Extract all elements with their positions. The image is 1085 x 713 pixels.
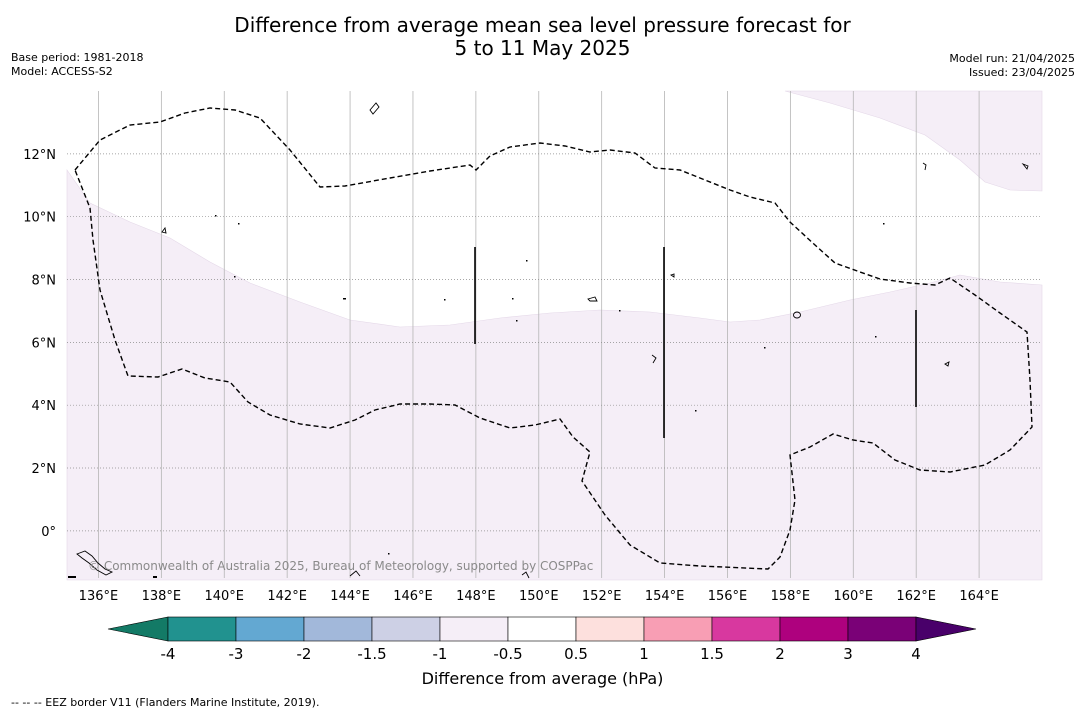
longitude-label: 150°E (519, 589, 559, 604)
latitude-label: 6°N (32, 336, 57, 351)
base-period-model-info: Base period: 1981-2018 Model: ACCESS-S2 (11, 51, 144, 78)
longitude-label: 144°E (330, 589, 370, 604)
islets (68, 215, 885, 578)
colorbar-segment (303, 616, 373, 642)
colorbar-tick-label: -1 (432, 645, 448, 663)
copyright-notice: © Commonwealth of Australia 2025, Bureau… (88, 559, 594, 573)
latitude-label: 10°N (23, 211, 56, 226)
longitude-label: 140°E (204, 589, 244, 604)
longitude-label: 158°E (771, 589, 811, 604)
colorbar-segment (439, 616, 509, 642)
colorbar-tick-label: -4 (160, 645, 176, 663)
eez-footnote: -- -- -- EEZ border V11 (Flanders Marine… (11, 696, 320, 709)
map-title: Difference from average mean sea level p… (234, 13, 851, 60)
latitude-tick-labels: 12°N 10°N 8°N 6°N 4°N 2°N 0° (23, 148, 56, 540)
colorbar-segment (167, 616, 237, 642)
model-run-issued-info: Model run: 21/04/2025 Issued: 23/04/2025 (949, 52, 1075, 79)
colorbar-title: Difference from average (hPa) (421, 669, 664, 688)
colorbar-tick-label: 1 (639, 645, 649, 663)
colorbar-tick-label: 1.5 (700, 645, 724, 663)
longitude-label: 146°E (393, 589, 433, 604)
colorbar-segment (779, 616, 849, 642)
latitude-label: 12°N (23, 148, 56, 163)
islands (76, 102, 1029, 579)
longitude-label: 148°E (456, 589, 496, 604)
colorbar-tick-label: 2 (775, 645, 785, 663)
colorbar-tick-label: 3 (843, 645, 853, 663)
latitude-label: 4°N (32, 399, 57, 414)
shaded-pressure-anomaly-northeast (784, 90, 1043, 192)
colorbar-segment (711, 616, 781, 642)
colorbar-segment (643, 616, 713, 642)
longitude-label: 162°E (896, 589, 936, 604)
longitude-label: 136°E (79, 589, 119, 604)
colorbar-extend-low (107, 616, 169, 642)
latitude-label: 2°N (32, 462, 57, 477)
colorbar-tick-label: -3 (228, 645, 244, 663)
longitude-label: 154°E (645, 589, 685, 604)
colorbar-extend-high (915, 616, 977, 642)
latitude-label: 8°N (32, 274, 57, 289)
colorbar-tick-label: 4 (911, 645, 921, 663)
longitude-tick-labels: 136°E 138°E 140°E 142°E 144°E 146°E 148°E 150°E… (79, 589, 999, 604)
colorbar-tick-label: 0.5 (564, 645, 588, 663)
colorbar-segment (235, 616, 305, 642)
eez-border (74, 107, 1033, 570)
colorbar-segment (507, 616, 577, 642)
longitude-label: 164°E (959, 589, 999, 604)
longitude-label: 160°E (834, 589, 874, 604)
colorbar-segment (575, 616, 645, 642)
latitude-label: 0° (41, 525, 56, 540)
colorbar-tick-label: -1.5 (357, 645, 387, 663)
longitude-label: 138°E (142, 589, 182, 604)
longitude-label: 152°E (582, 589, 622, 604)
longitude-label: 142°E (267, 589, 307, 604)
longitude-label: 156°E (708, 589, 748, 604)
colorbar-tick-label: -0.5 (493, 645, 523, 663)
shaded-pressure-anomaly-south (66, 169, 1043, 581)
colorbar (107, 616, 977, 642)
colorbar-segment (371, 616, 441, 642)
colorbar-tick-label: -2 (296, 645, 312, 663)
colorbar-segment (847, 616, 917, 642)
